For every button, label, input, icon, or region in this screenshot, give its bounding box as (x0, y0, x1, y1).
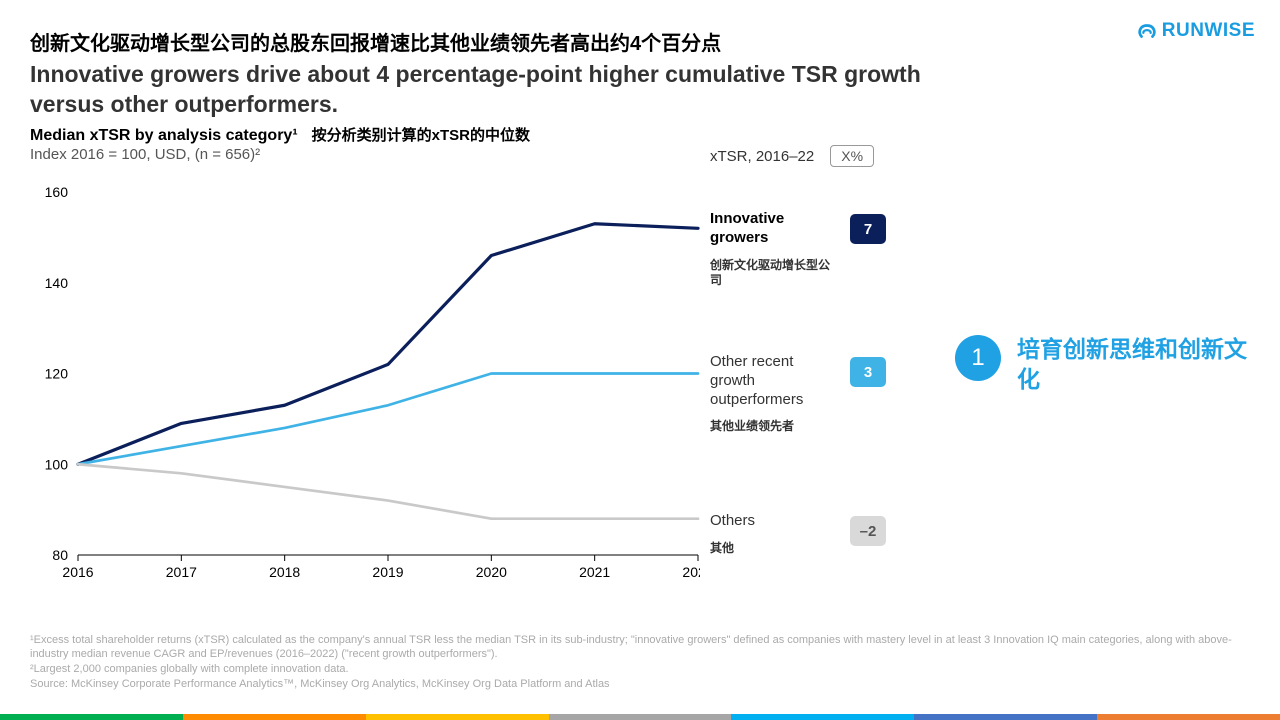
series-label-other_outperformers: Other recent growth outperformers其他业绩领先者 (710, 353, 840, 435)
svg-text:160: 160 (45, 184, 69, 200)
title-en: Innovative growers drive about 4 percent… (30, 60, 980, 120)
legend-box: X% (830, 145, 874, 167)
svg-text:2019: 2019 (372, 564, 403, 580)
svg-text:2017: 2017 (166, 564, 197, 580)
footnotes: ¹Excess total shareholder returns (xTSR)… (30, 633, 1250, 692)
svg-text:120: 120 (45, 366, 69, 382)
brand-logo: RUNWISE (1136, 20, 1255, 42)
subtitle-cn: 按分析类别计算的xTSR的中位数 (312, 124, 530, 145)
series-label-others: Others其他 (710, 512, 840, 556)
series-label-innovative: Innovative growers创新文化驱动增长型公司 (710, 210, 840, 289)
line-chart: 80 100 120 140 160 2016 2017 2018 2019 2020 2021 20… (30, 180, 700, 580)
legend-label: xTSR, 2016–22 (710, 148, 814, 165)
logo-icon (1136, 20, 1158, 42)
subtitle-en: Median xTSR by analysis category¹ (30, 127, 298, 145)
svg-text:2021: 2021 (579, 564, 610, 580)
svg-text:2018: 2018 (269, 564, 300, 580)
footnote-1: ¹Excess total shareholder returns (xTSR)… (30, 633, 1250, 663)
svg-text:2016: 2016 (62, 564, 93, 580)
footnote-source: Source: McKinsey Corporate Performance A… (30, 677, 1250, 692)
bottom-color-bar (0, 714, 1280, 720)
svg-text:80: 80 (52, 547, 68, 563)
subtitle-sub: Index 2016 = 100, USD, (n = 656)² (30, 146, 260, 163)
title-cn: 创新文化驱动增长型公司的总股东回报增速比其他业绩领先者高出约4个百分点 (30, 30, 980, 58)
badge-others: –2 (850, 516, 886, 546)
footnote-2: ²Largest 2,000 companies globally with c… (30, 662, 1250, 677)
badge-innovative: 7 (850, 214, 886, 244)
svg-text:2022: 2022 (682, 564, 700, 580)
logo-text: RUNWISE (1162, 20, 1255, 42)
badge-other_outperformers: 3 (850, 357, 886, 387)
callout-text: 培育创新思维和创新文化 (1017, 335, 1267, 395)
callout-number: 1 (955, 335, 1001, 381)
svg-text:2020: 2020 (476, 564, 507, 580)
sidebar-callout: 1 培育创新思维和创新文化 (955, 335, 1267, 395)
svg-text:140: 140 (45, 275, 69, 291)
svg-text:100: 100 (45, 456, 69, 472)
